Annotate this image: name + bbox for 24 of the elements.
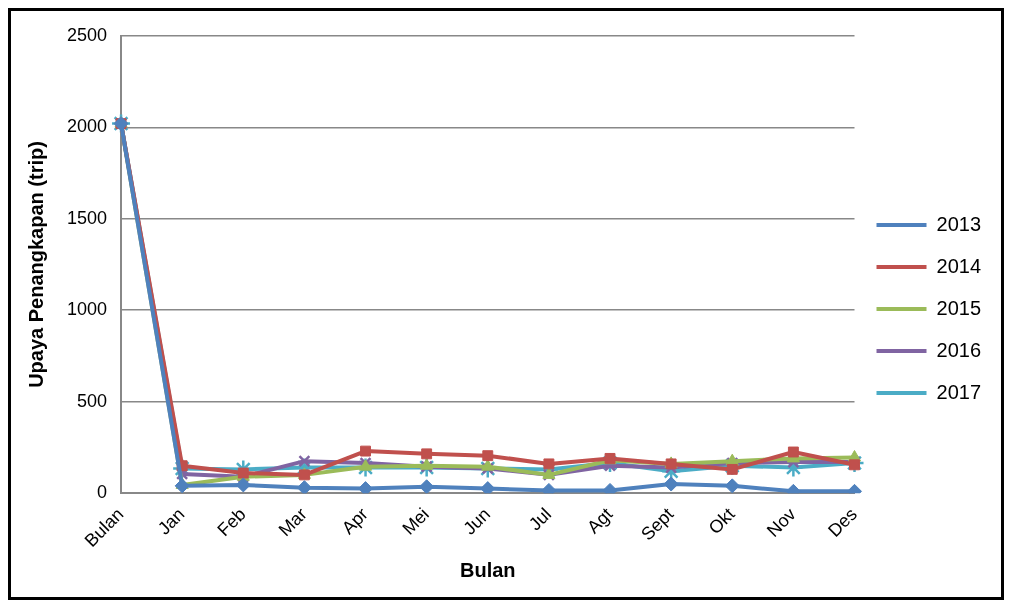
x-tick-label: Des <box>824 504 861 541</box>
x-tick-label: Feb <box>213 504 250 541</box>
legend-label: 2015 <box>936 296 982 319</box>
y-tick-label: 1500 <box>67 207 108 228</box>
legend-label: 2014 <box>936 254 982 277</box>
legend-label: 2013 <box>936 212 982 235</box>
y-tick-label: 1000 <box>67 299 108 320</box>
x-tick-label: Agt <box>583 504 617 538</box>
y-tick-label: 2500 <box>67 24 108 45</box>
legend-label: 2016 <box>936 338 982 361</box>
x-tick-label: Nov <box>762 504 800 541</box>
x-tick-label: Mei <box>398 504 433 539</box>
y-tick-label: 2000 <box>67 116 108 137</box>
x-tick-label: Jan <box>153 504 189 539</box>
y-tick-label: 0 <box>97 482 108 503</box>
y-axis-title: Upaya Penangkapan (trip) <box>24 141 47 388</box>
x-tick-label: Okt <box>704 504 739 538</box>
x-tick-label: Jul <box>524 504 556 535</box>
x-tick-label: Jun <box>459 504 495 539</box>
x-tick-label: Mar <box>274 504 311 541</box>
x-tick-label: Apr <box>337 504 372 538</box>
legend-label: 2017 <box>936 380 982 403</box>
y-tick-label: 500 <box>77 390 108 411</box>
x-axis-title: Bulan <box>459 558 516 581</box>
